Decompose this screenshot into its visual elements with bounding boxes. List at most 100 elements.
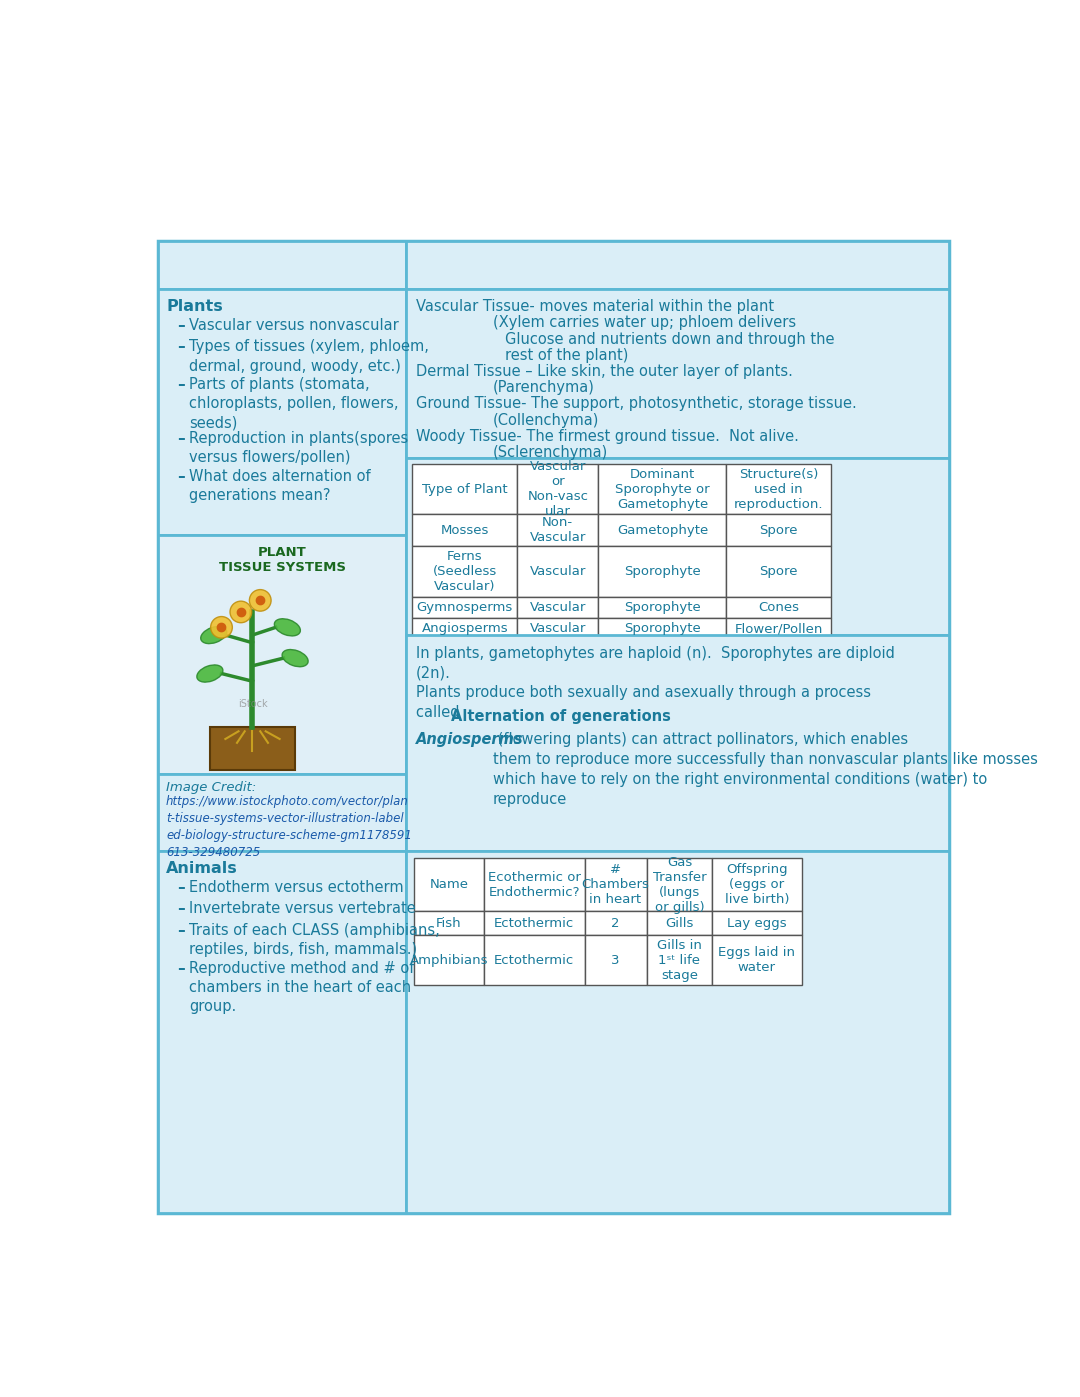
FancyBboxPatch shape bbox=[414, 858, 484, 911]
Text: Gas
Transfer
(lungs
or gills): Gas Transfer (lungs or gills) bbox=[652, 855, 706, 914]
FancyBboxPatch shape bbox=[727, 597, 831, 617]
Text: Non-
Vascular: Non- Vascular bbox=[529, 517, 586, 545]
Text: Eggs laid in
water: Eggs laid in water bbox=[718, 946, 796, 974]
Text: (Collenchyma): (Collenchyma) bbox=[494, 412, 599, 427]
FancyBboxPatch shape bbox=[517, 464, 598, 514]
FancyBboxPatch shape bbox=[727, 617, 831, 640]
FancyBboxPatch shape bbox=[598, 514, 727, 546]
Text: –: – bbox=[177, 923, 185, 937]
FancyBboxPatch shape bbox=[727, 546, 831, 597]
Text: Vascular
or
Non-vasc
ular: Vascular or Non-vasc ular bbox=[527, 460, 589, 518]
FancyBboxPatch shape bbox=[584, 936, 647, 985]
Ellipse shape bbox=[211, 616, 232, 638]
Text: Alternation of generations: Alternation of generations bbox=[451, 710, 671, 724]
Text: Sporophyte: Sporophyte bbox=[624, 564, 701, 578]
Text: –: – bbox=[177, 377, 185, 393]
Text: Plants: Plants bbox=[166, 299, 222, 314]
Text: Reproduction in plants(spores
versus flowers/pollen): Reproduction in plants(spores versus flo… bbox=[189, 432, 408, 465]
FancyBboxPatch shape bbox=[713, 911, 801, 936]
Text: Flower/Pollen: Flower/Pollen bbox=[734, 623, 823, 636]
Text: Dermal Tissue – Like skin, the outer layer of plants.: Dermal Tissue – Like skin, the outer lay… bbox=[416, 365, 793, 379]
Text: In plants, gametophytes are haploid (n).  Sporophytes are diploid
(2n).
Plants p: In plants, gametophytes are haploid (n).… bbox=[416, 645, 894, 721]
Text: What does alternation of
generations mean?: What does alternation of generations mea… bbox=[189, 469, 370, 503]
Ellipse shape bbox=[201, 626, 227, 644]
FancyBboxPatch shape bbox=[484, 936, 584, 985]
FancyBboxPatch shape bbox=[647, 936, 713, 985]
FancyBboxPatch shape bbox=[159, 535, 406, 774]
Text: Amphibians: Amphibians bbox=[409, 954, 488, 967]
FancyBboxPatch shape bbox=[159, 289, 406, 535]
Text: Animals: Animals bbox=[166, 862, 238, 876]
Text: Dominant
Sporophyte or
Gametophyte: Dominant Sporophyte or Gametophyte bbox=[616, 468, 710, 511]
Text: –: – bbox=[177, 901, 185, 916]
Text: Vascular Tissue- moves material within the plant: Vascular Tissue- moves material within t… bbox=[416, 299, 773, 314]
Text: Sporophyte: Sporophyte bbox=[624, 623, 701, 636]
Text: –: – bbox=[177, 432, 185, 446]
Text: Offspring
(eggs or
live birth): Offspring (eggs or live birth) bbox=[725, 863, 789, 907]
Text: Vascular: Vascular bbox=[529, 564, 586, 578]
FancyBboxPatch shape bbox=[713, 936, 801, 985]
FancyBboxPatch shape bbox=[413, 597, 517, 617]
Text: –: – bbox=[177, 961, 185, 975]
Text: Ectothermic: Ectothermic bbox=[494, 954, 575, 967]
FancyBboxPatch shape bbox=[413, 617, 517, 640]
Text: rest of the plant): rest of the plant) bbox=[504, 348, 629, 363]
FancyBboxPatch shape bbox=[713, 858, 801, 911]
FancyBboxPatch shape bbox=[517, 597, 598, 617]
Ellipse shape bbox=[282, 650, 308, 666]
FancyBboxPatch shape bbox=[517, 514, 598, 546]
Text: Gametophyte: Gametophyte bbox=[617, 524, 708, 536]
Text: Mosses: Mosses bbox=[441, 524, 489, 536]
FancyBboxPatch shape bbox=[413, 546, 517, 597]
Text: –: – bbox=[177, 469, 185, 483]
Text: Woody Tissue- The firmest ground tissue.  Not alive.: Woody Tissue- The firmest ground tissue.… bbox=[416, 429, 798, 444]
FancyBboxPatch shape bbox=[406, 636, 948, 851]
Text: (Parenchyma): (Parenchyma) bbox=[494, 380, 595, 395]
Text: 3: 3 bbox=[611, 954, 620, 967]
FancyBboxPatch shape bbox=[598, 464, 727, 514]
FancyBboxPatch shape bbox=[517, 617, 598, 640]
Text: Angiosperms: Angiosperms bbox=[421, 623, 508, 636]
Text: Endotherm versus ectotherm: Endotherm versus ectotherm bbox=[189, 880, 404, 895]
FancyBboxPatch shape bbox=[413, 464, 517, 514]
Text: Type of Plant: Type of Plant bbox=[422, 482, 508, 496]
Text: Types of tissues (xylem, phloem,
dermal, ground, woody, etc.): Types of tissues (xylem, phloem, dermal,… bbox=[189, 339, 429, 373]
Text: –: – bbox=[177, 317, 185, 332]
Text: Fish: Fish bbox=[436, 916, 461, 929]
Text: Lay eggs: Lay eggs bbox=[727, 916, 786, 929]
Ellipse shape bbox=[230, 601, 252, 623]
FancyBboxPatch shape bbox=[210, 728, 295, 770]
FancyBboxPatch shape bbox=[517, 546, 598, 597]
Text: iStock: iStock bbox=[238, 700, 268, 710]
FancyBboxPatch shape bbox=[598, 597, 727, 617]
Text: Structure(s)
used in
reproduction.: Structure(s) used in reproduction. bbox=[734, 468, 823, 511]
Text: Gymnosperms: Gymnosperms bbox=[417, 601, 513, 613]
FancyBboxPatch shape bbox=[406, 458, 948, 636]
Text: –: – bbox=[177, 880, 185, 895]
Text: Name: Name bbox=[430, 877, 469, 891]
Text: Gills in
1ˢᵗ life
stage: Gills in 1ˢᵗ life stage bbox=[657, 939, 702, 982]
FancyBboxPatch shape bbox=[727, 514, 831, 546]
Text: Spore: Spore bbox=[759, 524, 798, 536]
Text: Ground Tissue- The support, photosynthetic, storage tissue.: Ground Tissue- The support, photosynthet… bbox=[416, 397, 856, 411]
FancyBboxPatch shape bbox=[414, 911, 484, 936]
FancyBboxPatch shape bbox=[159, 240, 948, 1213]
FancyBboxPatch shape bbox=[647, 911, 713, 936]
FancyBboxPatch shape bbox=[413, 514, 517, 546]
Text: (Sclerenchyma): (Sclerenchyma) bbox=[494, 444, 608, 460]
FancyBboxPatch shape bbox=[484, 858, 584, 911]
FancyBboxPatch shape bbox=[727, 464, 831, 514]
Text: –: – bbox=[177, 339, 185, 355]
Text: Parts of plants (stomata,
chloroplasts, pollen, flowers,
seeds): Parts of plants (stomata, chloroplasts, … bbox=[189, 377, 399, 430]
Ellipse shape bbox=[249, 590, 271, 610]
FancyBboxPatch shape bbox=[406, 851, 948, 1213]
Text: Traits of each CLASS (amphibians,
reptiles, birds, fish, mammals.): Traits of each CLASS (amphibians, reptil… bbox=[189, 923, 440, 957]
Text: Cones: Cones bbox=[758, 601, 799, 613]
Text: https://www.istockphoto.com/vector/plan
t-tissue-systems-vector-illustration-lab: https://www.istockphoto.com/vector/plan … bbox=[166, 795, 411, 859]
FancyBboxPatch shape bbox=[484, 911, 584, 936]
Text: Gills: Gills bbox=[665, 916, 693, 929]
Text: Spore: Spore bbox=[759, 564, 798, 578]
FancyBboxPatch shape bbox=[159, 851, 406, 1213]
FancyBboxPatch shape bbox=[414, 936, 484, 985]
FancyBboxPatch shape bbox=[159, 240, 406, 289]
